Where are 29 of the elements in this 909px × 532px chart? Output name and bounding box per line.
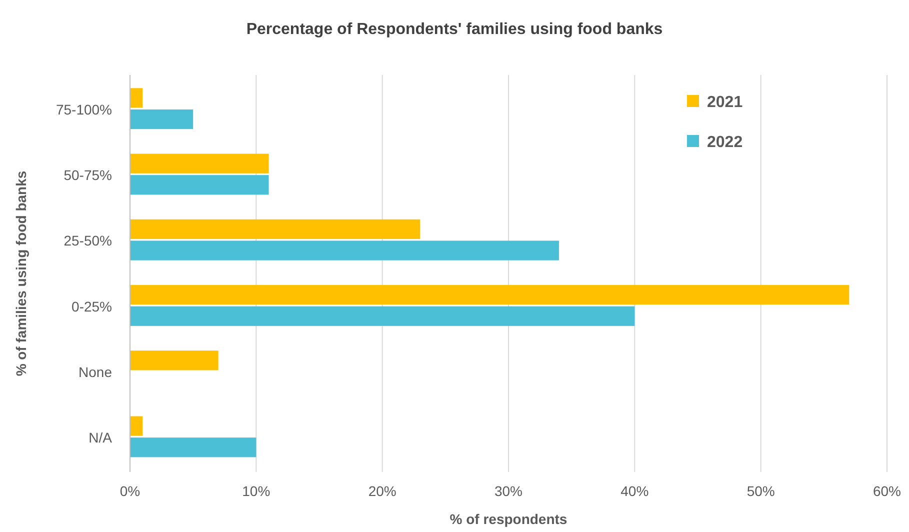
bar xyxy=(130,284,850,305)
x-axis-title: % of respondents xyxy=(450,511,568,527)
bar xyxy=(130,175,269,195)
x-tick-label: 60% xyxy=(872,483,902,499)
y-tick-label: None xyxy=(78,364,112,380)
y-tick-label: 25-50% xyxy=(64,232,112,249)
x-tick-label: 20% xyxy=(368,483,396,499)
y-axis-title: % of families using food banks xyxy=(13,170,29,376)
bar xyxy=(130,306,635,326)
bar xyxy=(130,109,194,130)
bar xyxy=(130,438,256,458)
bar xyxy=(130,219,420,239)
legend-label: 2021 xyxy=(707,94,743,111)
bar xyxy=(130,88,143,108)
x-tick-label: 40% xyxy=(620,483,649,499)
x-tick-label: 0% xyxy=(120,483,140,499)
bar xyxy=(130,154,269,174)
y-tick-label: N/A xyxy=(88,430,113,446)
bar xyxy=(130,416,143,436)
x-tick-label: 30% xyxy=(494,483,523,499)
y-tick-label: 75-100% xyxy=(56,101,112,118)
x-tick-label: 50% xyxy=(746,483,775,499)
bar xyxy=(130,240,559,260)
legend-label: 2022 xyxy=(707,134,743,151)
chart-title: Percentage of Respondents' families using food banks xyxy=(246,21,663,38)
y-tick-label: 50-75% xyxy=(64,167,112,184)
bar xyxy=(130,350,218,370)
x-tick-label: 10% xyxy=(242,483,270,499)
y-tick-label: 0-25% xyxy=(72,298,112,314)
